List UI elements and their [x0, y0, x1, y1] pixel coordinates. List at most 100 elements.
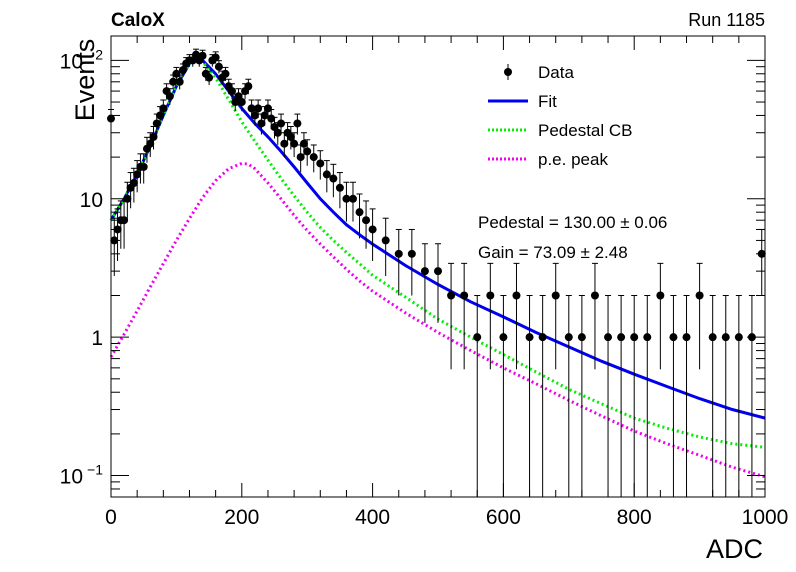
data-point	[643, 295, 652, 497]
data-point-marker	[267, 114, 276, 123]
y-axis-label: Events	[70, 39, 100, 122]
data-point-marker	[290, 139, 299, 148]
data-point	[630, 295, 639, 497]
data-point	[447, 262, 456, 370]
data-point	[499, 295, 508, 497]
data-point-marker	[172, 69, 181, 78]
x-tick-label: 800	[617, 506, 652, 529]
data-point-marker	[381, 236, 390, 245]
data-point	[747, 295, 756, 497]
x-tick-label: 400	[355, 506, 390, 529]
curve-pedestal-cb	[109, 55, 766, 449]
data-point	[564, 295, 573, 497]
data-point-marker	[309, 153, 318, 162]
legend-entry: Fit	[488, 92, 557, 111]
data-point-marker	[296, 153, 305, 162]
x-tick-label: 200	[224, 506, 259, 529]
data-point	[296, 144, 305, 173]
data-point	[286, 125, 295, 150]
data-point	[420, 243, 429, 323]
data-point	[708, 295, 717, 497]
data-point-marker	[499, 333, 508, 342]
data-point-marker	[286, 132, 295, 141]
x-axis-label: ADC	[706, 534, 763, 564]
data-point-marker	[165, 92, 174, 101]
data-point	[263, 99, 272, 119]
data-point-marker	[420, 267, 429, 276]
data-point	[721, 295, 730, 497]
data-point-marker	[604, 333, 613, 342]
data-point-marker	[394, 249, 403, 258]
data-point-marker	[273, 128, 282, 137]
data-point	[617, 295, 626, 497]
data-point-marker	[695, 291, 704, 300]
data-point	[394, 228, 403, 296]
data-point	[277, 113, 286, 135]
fit-result-gain: Gain = 73.09 ± 2.48	[478, 243, 628, 262]
data-point	[695, 262, 704, 370]
run-label: Run 1185	[688, 10, 765, 30]
data-point-marker	[682, 333, 691, 342]
data-point	[280, 132, 289, 158]
data-point	[244, 78, 253, 95]
data-point	[211, 51, 220, 64]
data-point-marker	[227, 87, 236, 96]
data-point	[198, 49, 207, 62]
data-point-marker	[643, 333, 652, 342]
data-point-marker	[630, 333, 639, 342]
data-point	[362, 200, 371, 249]
data-point-marker	[159, 104, 168, 113]
data-point-marker	[316, 159, 325, 168]
data-point	[734, 295, 743, 497]
fit-result-pedestal: Pedestal = 130.00 ± 0.06	[478, 213, 667, 232]
legend-label: Data	[538, 63, 574, 82]
data-point-marker	[178, 66, 187, 75]
data-point-marker	[175, 77, 184, 86]
data-point-marker	[280, 139, 289, 148]
data-point-marker	[342, 194, 351, 203]
data-point	[139, 153, 148, 184]
data-point	[551, 262, 560, 370]
x-tick-label: 600	[486, 506, 521, 529]
data-point	[669, 295, 678, 497]
legend: Data Fit Pedestal CB p.e. peak	[488, 63, 633, 169]
data-point-marker	[577, 333, 586, 342]
data-point	[407, 228, 416, 296]
data-point-marker	[293, 119, 302, 128]
data-point	[322, 160, 331, 193]
data-point	[590, 262, 599, 370]
data-point	[205, 70, 214, 86]
experiment-label: CaloX	[111, 10, 165, 31]
legend-label: Fit	[538, 92, 557, 111]
plot-frame	[110, 35, 766, 498]
data-point-marker	[263, 104, 272, 113]
data-point-marker	[244, 82, 253, 91]
y-tick-exponent: 2	[95, 46, 103, 62]
data-points-layer	[107, 48, 766, 497]
legend-entry: Data	[504, 63, 574, 82]
data-point-marker	[169, 77, 178, 86]
data-point-marker	[368, 225, 377, 234]
data-point-marker	[525, 333, 534, 342]
data-point	[512, 262, 521, 370]
data-point	[434, 243, 442, 323]
legend-label: p.e. peak	[538, 150, 608, 169]
y-tick-label: 1	[91, 327, 103, 350]
data-point-marker	[335, 183, 344, 192]
data-point-marker	[669, 333, 678, 342]
data-point	[221, 66, 230, 81]
data-point-marker	[205, 73, 214, 82]
data-point-marker	[617, 333, 626, 342]
data-point	[538, 295, 547, 497]
data-point	[254, 99, 263, 119]
data-point-marker	[149, 132, 158, 141]
data-point-marker	[139, 162, 148, 171]
x-tick-label: 0	[105, 506, 117, 529]
data-point	[159, 99, 168, 119]
y-tick-label: 10	[80, 189, 103, 212]
legend-marker	[504, 68, 512, 76]
data-point-marker	[721, 333, 730, 342]
data-point-marker	[129, 178, 138, 187]
data-point	[165, 88, 174, 106]
